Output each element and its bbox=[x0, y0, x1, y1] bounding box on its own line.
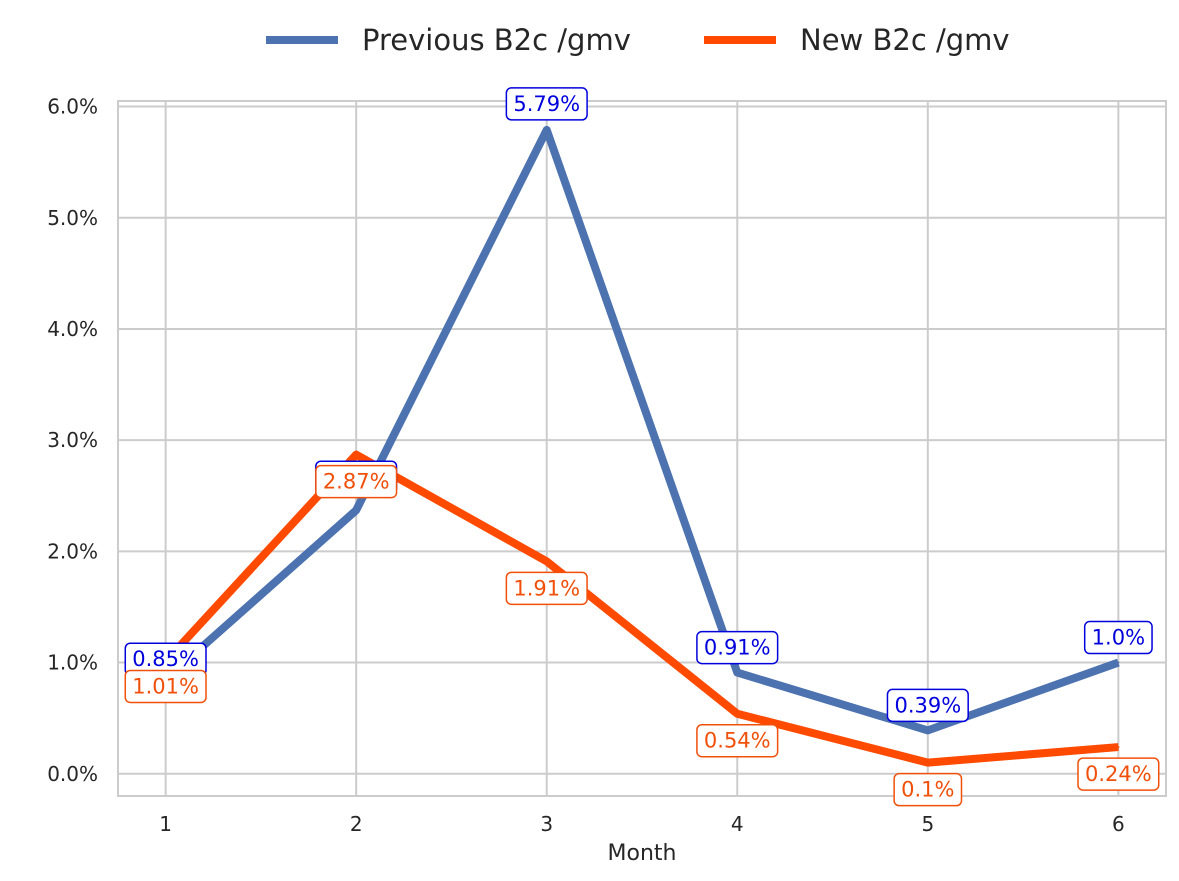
data-label-box bbox=[505, 87, 588, 121]
data-label-box bbox=[124, 669, 207, 704]
grid bbox=[118, 101, 1166, 796]
y-tick-label: 6.0% bbox=[47, 95, 98, 119]
y-axis-ticks: 0.0% 1.0% 2.0% 3.0% 4.0% 5.0% 6.0% bbox=[47, 95, 98, 786]
data-label-0: 5.79% bbox=[505, 87, 588, 121]
data-label-text: 0.91% bbox=[704, 636, 771, 660]
y-tick-label: 3.0% bbox=[47, 428, 98, 452]
data-label-0: 1.0% bbox=[1083, 620, 1153, 655]
legend: Previous B2c /gmv New B2c /gmv bbox=[266, 23, 1010, 57]
x-tick-label: 6 bbox=[1112, 812, 1125, 836]
x-axis-ticks: 1 2 3 4 5 6 bbox=[159, 812, 1124, 836]
x-tick-label: 5 bbox=[921, 812, 934, 836]
data-label-1: 0.54% bbox=[696, 723, 779, 758]
data-label-box bbox=[1083, 620, 1153, 655]
data-label-1: 0.24% bbox=[1077, 757, 1160, 791]
data-label-1: 2.87% bbox=[315, 464, 398, 499]
data-point bbox=[355, 509, 358, 512]
data-label-text: 0.54% bbox=[704, 729, 771, 753]
y-tick-label: 0.0% bbox=[47, 762, 98, 786]
data-label-text: 0.24% bbox=[1085, 762, 1152, 786]
data-label-box bbox=[696, 630, 779, 665]
x-tick-label: 1 bbox=[159, 812, 172, 836]
legend-label-1: New B2c /gmv bbox=[800, 23, 1010, 57]
x-tick-label: 4 bbox=[731, 812, 744, 836]
data-label-text: 0.39% bbox=[894, 693, 961, 717]
x-tick-label: 3 bbox=[540, 812, 553, 836]
data-label-0: 0.39% bbox=[886, 688, 969, 723]
data-point bbox=[545, 560, 548, 563]
data-label-1: 0.1% bbox=[893, 772, 963, 807]
x-axis-label: Month bbox=[608, 841, 677, 866]
x-tick-label: 2 bbox=[350, 812, 363, 836]
y-tick-label: 4.0% bbox=[47, 317, 98, 341]
data-label-box bbox=[886, 688, 969, 723]
data-label-text: 1.91% bbox=[513, 576, 580, 600]
data-label-1: 1.91% bbox=[505, 571, 588, 606]
data-point bbox=[1117, 746, 1120, 749]
data-point bbox=[926, 729, 929, 732]
y-tick-label: 5.0% bbox=[47, 206, 98, 230]
data-point bbox=[545, 128, 548, 131]
data-label-0: 0.91% bbox=[696, 630, 779, 665]
series-lines bbox=[162, 125, 1120, 767]
data-label-1: 1.01% bbox=[124, 669, 207, 704]
data-label-text: 0.85% bbox=[132, 647, 199, 671]
data-label-text: 5.79% bbox=[513, 92, 580, 116]
plot-frame bbox=[117, 100, 1167, 797]
data-label-text: 2.87% bbox=[323, 470, 390, 494]
data-label-box bbox=[893, 772, 963, 807]
data-point bbox=[926, 761, 929, 764]
data-label-text: 0.1% bbox=[901, 778, 954, 802]
y-tick-label: 1.0% bbox=[47, 651, 98, 675]
data-label-text: 1.01% bbox=[132, 674, 199, 698]
y-tick-label: 2.0% bbox=[47, 539, 98, 563]
data-point bbox=[736, 671, 739, 674]
data-point bbox=[355, 453, 358, 456]
data-labels: 0.85%2.37%5.79%0.91%0.39%1.0%1.01%2.87%1… bbox=[124, 87, 1160, 807]
data-label-box bbox=[315, 464, 398, 499]
data-point bbox=[736, 712, 739, 715]
data-label-box bbox=[1077, 757, 1160, 791]
data-label-0: 0.85% bbox=[124, 642, 207, 676]
data-label-text: 1.0% bbox=[1092, 626, 1145, 650]
data-label-box bbox=[696, 723, 779, 758]
data-point bbox=[1117, 661, 1120, 664]
data-label-box bbox=[505, 571, 588, 606]
legend-label-0: Previous B2c /gmv bbox=[362, 23, 631, 57]
